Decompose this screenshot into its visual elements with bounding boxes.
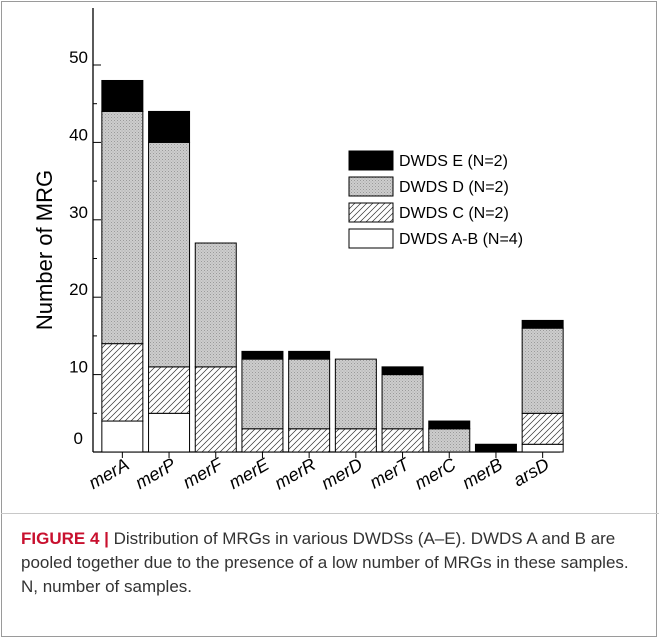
- bar-segment: [428, 420, 471, 430]
- bar-segment: [241, 428, 284, 453]
- bar-segment: [381, 366, 424, 376]
- category-label: merT: [366, 453, 414, 492]
- bar-segment: [241, 358, 284, 430]
- bar-segment: [148, 141, 191, 368]
- legend-swatch: [348, 228, 394, 249]
- legend-label: DWDS C (N=2): [399, 205, 509, 222]
- bar-segment: [288, 358, 331, 430]
- bar-segment: [521, 327, 564, 414]
- bar-segment: [521, 412, 564, 445]
- bar-segment: [334, 358, 377, 430]
- y-tick-label: 10: [69, 358, 88, 377]
- bar-segment: [381, 374, 424, 430]
- bar-segment: [381, 428, 424, 453]
- bar-segment: [101, 343, 144, 422]
- category-label: merD: [318, 454, 366, 493]
- bar-segment: [288, 350, 331, 360]
- y-tick-label: 40: [69, 125, 88, 144]
- legend-label: DWDS A-B (N=4): [399, 231, 523, 248]
- bar-segment: [241, 350, 284, 360]
- bar-segment: [474, 443, 517, 453]
- bar-segment: [101, 420, 144, 453]
- y-tick-label-zero: 0: [74, 429, 83, 448]
- y-tick-label: 50: [69, 48, 88, 67]
- bar-segment: [428, 428, 471, 453]
- category-label: merR: [271, 454, 319, 493]
- y-tick-label: 30: [69, 203, 88, 222]
- bar-segment: [288, 428, 331, 453]
- bar-segment: [334, 428, 377, 453]
- bar-segment: [194, 366, 237, 453]
- bar-segment: [521, 319, 564, 329]
- category-label: merB: [459, 454, 506, 493]
- figure-label: FIGURE 4 |: [21, 529, 109, 548]
- y-axis-title: Number of MRG: [32, 170, 57, 330]
- category-label: merE: [225, 454, 273, 493]
- figure-caption: FIGURE 4 | Distribution of MRGs in vario…: [21, 527, 631, 599]
- caption-text: Distribution of MRGs in various DWDSs (A…: [21, 529, 629, 596]
- legend-label: DWDS D (N=2): [399, 179, 509, 196]
- category-label: merF: [179, 454, 226, 493]
- stacked-bar-chart: 10 20 30 40 50 0 Number of MRG merA merP merF merE…: [32, 8, 564, 494]
- bar-segment: [148, 412, 191, 453]
- legend-swatch: [348, 176, 394, 197]
- bar-segment: [194, 242, 237, 368]
- bar-segment: [148, 366, 191, 414]
- category-label: arsD: [510, 454, 553, 490]
- plot-area: 10 20 30 40 50 0 Number of MRG merA merP merF merE…: [32, 8, 564, 494]
- bar-segment: [521, 443, 564, 453]
- category-label: merA: [85, 454, 132, 493]
- y-tick-label: 20: [69, 280, 88, 299]
- category-label: merP: [132, 454, 179, 493]
- legend-swatch: [348, 202, 394, 223]
- bar-segment: [148, 110, 191, 143]
- legend-swatch: [348, 150, 394, 171]
- caption-divider: [1, 513, 659, 514]
- bar-segment: [101, 110, 144, 345]
- legend-label: DWDS E (N=2): [399, 153, 508, 170]
- bar-segment: [101, 79, 144, 112]
- category-label: merC: [411, 454, 460, 494]
